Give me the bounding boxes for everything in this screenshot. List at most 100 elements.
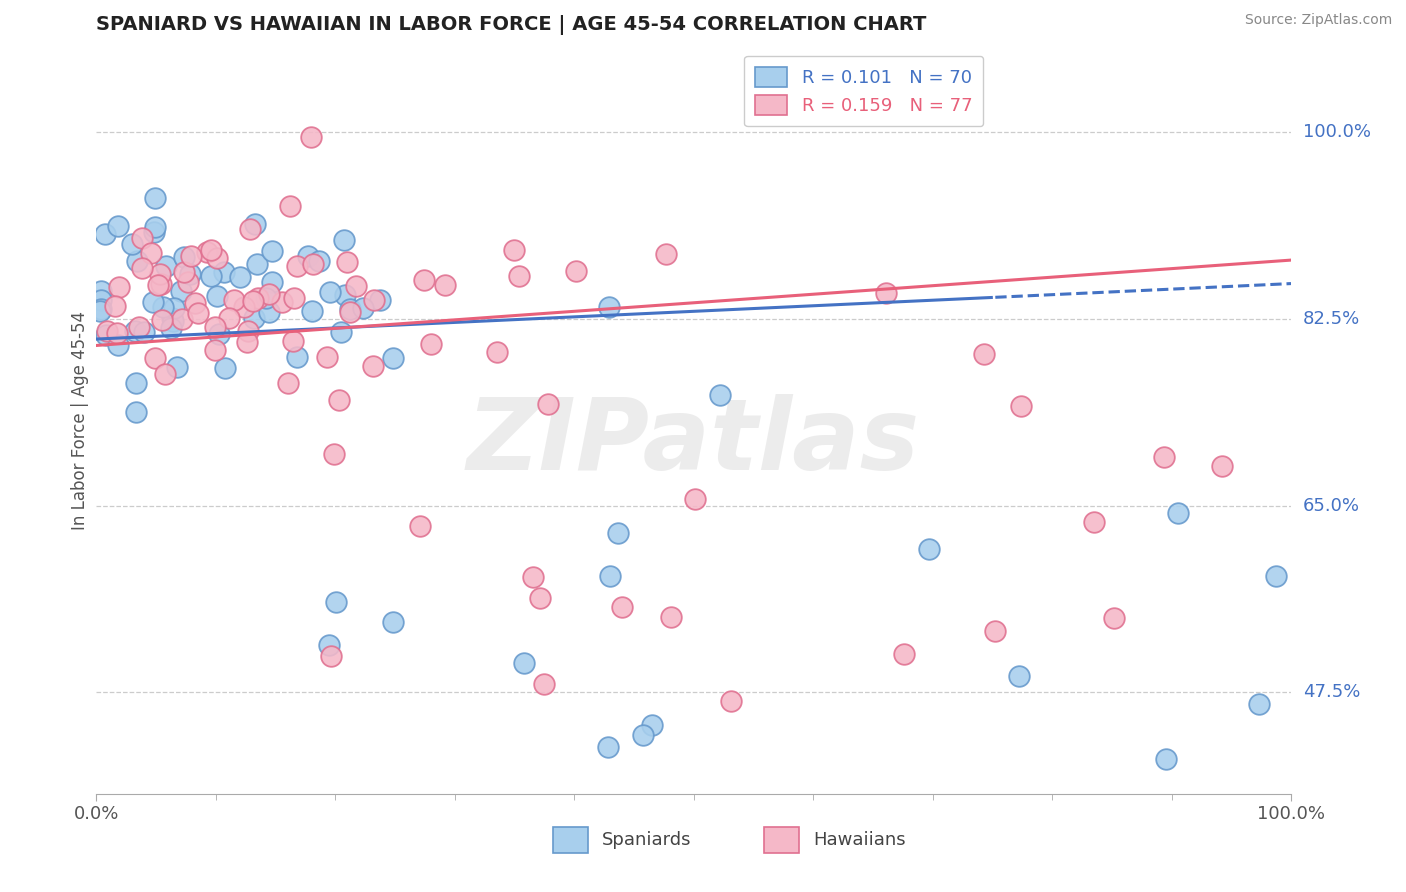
Point	[709, 388, 731, 402]
Point	[242, 310, 264, 325]
Point	[984, 624, 1007, 639]
Point	[1083, 515, 1105, 529]
Point	[125, 253, 148, 268]
Point	[329, 325, 352, 339]
Point	[200, 269, 222, 284]
Point	[280, 199, 302, 213]
Text: ZIPatlas: ZIPatlas	[467, 394, 920, 491]
Point	[107, 219, 129, 233]
Point	[90, 301, 112, 316]
Point	[271, 295, 294, 310]
Point	[503, 243, 526, 257]
Point	[150, 313, 173, 327]
Point	[212, 264, 235, 278]
Point	[409, 519, 432, 533]
Point	[229, 270, 252, 285]
Point	[235, 335, 257, 350]
Point	[599, 569, 621, 583]
Point	[281, 334, 304, 349]
Point	[301, 304, 323, 318]
Point	[163, 301, 186, 315]
Point	[325, 595, 347, 609]
Point	[214, 361, 236, 376]
Point	[128, 320, 150, 334]
Point	[513, 656, 536, 670]
Point	[205, 289, 228, 303]
Point	[218, 311, 240, 326]
Legend: R = 0.101   N = 70, R = 0.159   N = 77: R = 0.101 N = 70, R = 0.159 N = 77	[744, 55, 983, 127]
Point	[159, 320, 181, 334]
Point	[245, 217, 267, 231]
Point	[598, 300, 620, 314]
Point	[328, 393, 350, 408]
Point	[339, 305, 361, 319]
Point	[363, 293, 385, 307]
Point	[146, 277, 169, 292]
Point	[654, 246, 676, 260]
Point	[170, 285, 193, 299]
Point	[177, 275, 200, 289]
Point	[254, 291, 277, 305]
Point	[262, 275, 284, 289]
Point	[361, 359, 384, 374]
Point	[200, 243, 222, 257]
Point	[105, 326, 128, 340]
Point	[107, 280, 129, 294]
Point	[335, 255, 357, 269]
Text: 47.5%: 47.5%	[1303, 683, 1361, 701]
Point	[125, 405, 148, 419]
Text: 100.0%: 100.0%	[1303, 123, 1371, 141]
Point	[352, 301, 374, 315]
Point	[180, 249, 202, 263]
Point	[89, 304, 111, 318]
Point	[1102, 611, 1125, 625]
Point	[162, 313, 184, 327]
Point	[1247, 697, 1270, 711]
Point	[323, 447, 346, 461]
Point	[152, 300, 174, 314]
Point	[612, 600, 634, 615]
Point	[565, 264, 588, 278]
Point	[142, 225, 165, 239]
Point	[683, 491, 706, 506]
Point	[720, 694, 742, 708]
Point	[318, 638, 340, 652]
Point	[596, 739, 619, 754]
Point	[257, 287, 280, 301]
Point	[205, 251, 228, 265]
Text: 65.0%: 65.0%	[1303, 497, 1360, 515]
Point	[121, 236, 143, 251]
Point	[287, 259, 309, 273]
Point	[262, 244, 284, 258]
Point	[285, 350, 308, 364]
Point	[125, 376, 148, 390]
Point	[486, 345, 509, 359]
Point	[184, 296, 207, 310]
Point	[381, 615, 404, 629]
Point	[143, 220, 166, 235]
Text: SPANIARD VS HAWAIIAN IN LABOR FORCE | AGE 45-54 CORRELATION CHART: SPANIARD VS HAWAIIAN IN LABOR FORCE | AG…	[96, 15, 927, 35]
Point	[242, 293, 264, 308]
Point	[1265, 569, 1288, 583]
Point	[508, 268, 530, 283]
Point	[90, 284, 112, 298]
Point	[529, 591, 551, 606]
Point	[208, 327, 231, 342]
Point	[333, 233, 356, 247]
Point	[973, 347, 995, 361]
Point	[107, 337, 129, 351]
Point	[150, 277, 173, 291]
Point	[222, 293, 245, 307]
Text: Hawaiians: Hawaiians	[813, 831, 905, 849]
Point	[659, 610, 682, 624]
Point	[197, 244, 219, 259]
Point	[204, 343, 226, 357]
Text: Spaniards: Spaniards	[602, 831, 692, 849]
Point	[283, 291, 305, 305]
Point	[299, 130, 322, 145]
Point	[606, 526, 628, 541]
Point	[344, 279, 367, 293]
Point	[419, 336, 441, 351]
Point	[368, 293, 391, 307]
Point	[173, 265, 195, 279]
